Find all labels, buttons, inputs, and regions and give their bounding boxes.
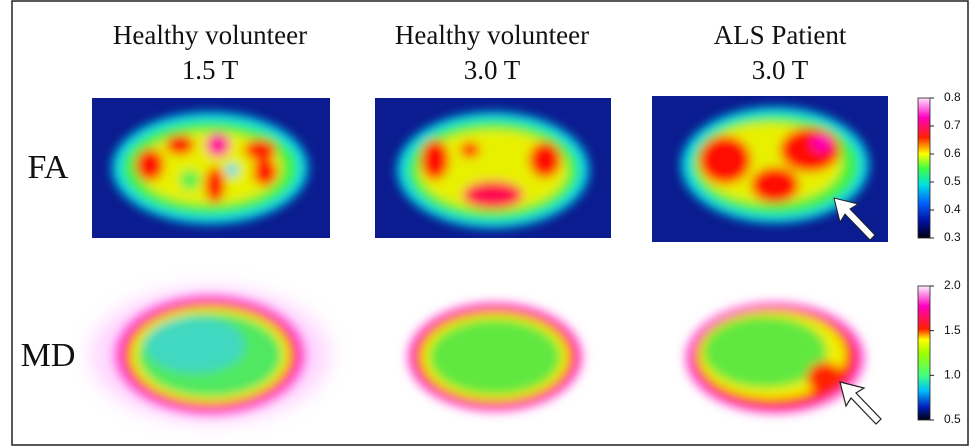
colorbar-tick-label: 1.0 xyxy=(944,368,961,382)
colorbar-tick-label: 0.4 xyxy=(944,202,961,216)
column-title: Healthy volunteer xyxy=(113,20,307,50)
md-map xyxy=(90,287,330,423)
colorbar xyxy=(918,286,930,420)
column-field: 3.0 T xyxy=(464,55,521,85)
column-title: Healthy volunteer xyxy=(395,20,589,50)
colorbar-tick-label: 0.6 xyxy=(944,146,961,160)
colorbar-tick-label: 0.8 xyxy=(944,90,961,104)
colorbar-tick-label: 0.7 xyxy=(944,118,961,132)
colorbar xyxy=(918,98,930,238)
column-title: ALS Patient xyxy=(714,20,847,50)
column-field: 3.0 T xyxy=(752,55,809,85)
colorbar-tick-label: 0.3 xyxy=(944,230,961,244)
fa-map xyxy=(652,96,888,242)
figure: Healthy volunteer 1.5 T Healthy voluntee… xyxy=(0,0,980,446)
md-map xyxy=(407,302,583,412)
colorbar-tick-label: 0.5 xyxy=(944,412,961,426)
column-field: 1.5 T xyxy=(182,55,239,85)
colorbar-tick-label: 0.5 xyxy=(944,174,961,188)
row-label: MD xyxy=(21,337,76,374)
colorbar-tick-label: 2.0 xyxy=(944,278,961,292)
row-label: FA xyxy=(28,149,69,186)
fa-map xyxy=(375,98,611,238)
arrow xyxy=(840,382,881,424)
md-map xyxy=(685,302,881,424)
fa-map xyxy=(92,98,330,238)
colorbar-tick-label: 1.5 xyxy=(944,323,961,337)
